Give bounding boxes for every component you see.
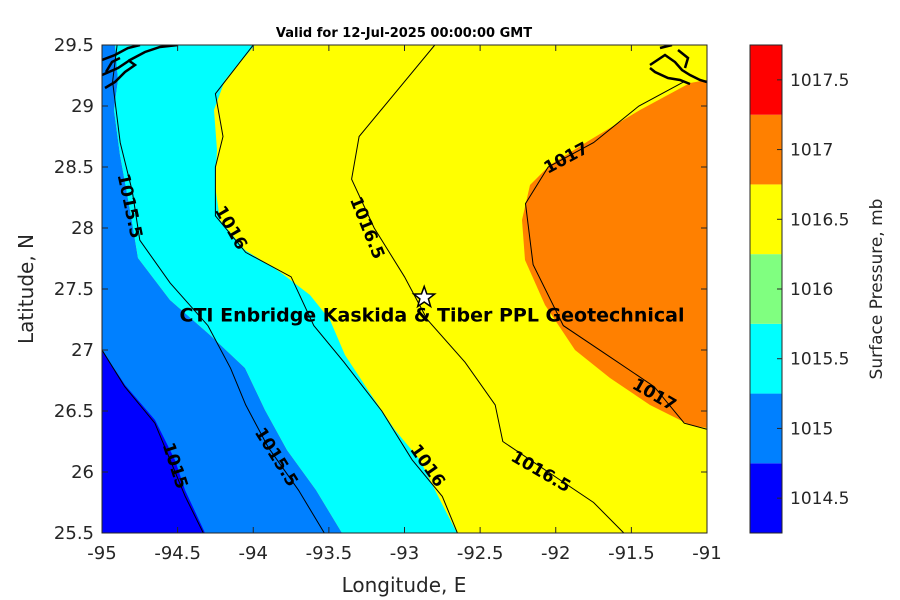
y-tick-label: 27 [71,340,94,361]
x-tick-label: -92 [541,543,570,564]
x-tick-label: -94.5 [154,543,201,564]
y-tick-label: 26.5 [54,401,94,422]
colorbar-swatch [750,114,782,185]
y-tick-label: 26 [71,462,94,483]
y-tick-label: 28.5 [54,157,94,178]
x-axis: -95 -94.5 -94 -93.5 -93 -92.5 -92 -91.5 -91 [87,45,722,564]
colorbar-tick-label: 1014.5 [790,489,849,509]
contour-line-3 [351,45,625,533]
y-tick-label: 28 [71,218,94,239]
contour-lines [102,45,707,533]
site-label: CTI Enbridge Kaskida & Tiber PPL Geotech… [180,305,685,327]
colorbar-tick-label: 1017.5 [790,71,849,91]
colorbar-swatch [750,45,782,115]
y-axis: 25.5 26 26.5 27 27.5 28 28.5 29 29.5 [54,35,707,544]
band-1015-1015.5 [102,45,342,533]
band-1017-1017.5 [522,80,707,428]
colorbar-tick-label: 1015 [790,419,833,439]
colorbar-swatch [750,254,782,324]
site-star-marker [411,284,437,309]
colorbar-tick-label: 1017 [790,141,833,161]
x-tick-label: -93.5 [306,543,353,564]
y-axis-label: Latitude, N [14,234,38,344]
x-tick-label: -91 [692,543,721,564]
colorbar-swatch [750,393,782,464]
colorbar: 1014.5 1015 1015.5 1016 1016.5 1017 1017.5 [749,44,849,534]
band-1014.5-1015 [102,350,205,533]
colorbar-swatch [750,463,782,533]
x-tick-label: -91.5 [608,543,655,564]
coastline-west [102,45,179,90]
y-tick-label: 29.5 [54,35,94,56]
colorbar-label: Surface Pressure, mb [867,199,887,380]
colorbar-swatch [750,184,782,255]
contour-line-0 [102,349,204,533]
band-1015.5-1016 [114,45,457,533]
x-axis-label: Longitude, E [342,573,467,597]
x-tick-label: -94 [239,543,268,564]
contour-line-2 [214,45,458,533]
colorbar-tick-label: 1015.5 [790,350,849,370]
y-tick-label: 29 [71,96,94,117]
x-tick-label: -95 [87,543,116,564]
contour-line-1 [112,45,325,533]
colorbar-tick-label: 1016 [790,280,833,300]
x-tick-label: -92.5 [457,543,504,564]
coastline-east [649,45,707,86]
y-tick-label: 25.5 [54,523,94,544]
colorbar-tick-label: 1016.5 [790,210,849,230]
plot-area: 10151015.51015.5101610161016.51016.51017… [102,45,707,533]
y-tick-label: 27.5 [54,279,94,300]
colorbar-swatch [750,323,782,394]
contour-line-4 [524,81,707,430]
chart-title: Valid for 12-Jul-2025 00:00:00 GMT [276,26,532,41]
x-tick-label: -93 [390,543,419,564]
